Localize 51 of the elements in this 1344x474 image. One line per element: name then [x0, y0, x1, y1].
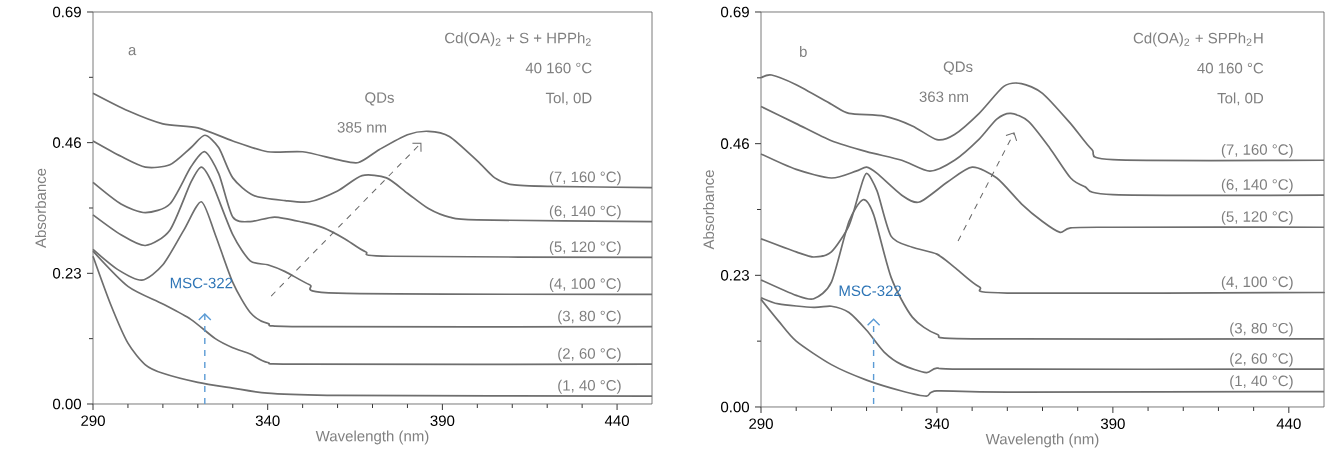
y-tick-label: 0.69: [53, 6, 81, 18]
annotation: Cd(OA)$_{2}$ + S + HPPh$_{2}$: [445, 32, 591, 47]
text: b: [800, 46, 807, 58]
x-tick-label: 340: [924, 418, 949, 430]
annotation: Cd(OA)$_{2}$ + SPPh$_{2}$H: [1133, 32, 1263, 47]
x-tick-label: 390: [1100, 418, 1125, 430]
y-tick-label: 0.69: [721, 6, 749, 18]
x-tick-label: 440: [1276, 418, 1301, 430]
series-label: (3, 80 °C): [1230, 322, 1293, 337]
annotation: 40 160 °C: [525, 62, 592, 74]
y-axis-title: Absorbance: [703, 170, 715, 250]
series-label: (2, 60 °C): [1230, 352, 1293, 367]
series-label: (2, 60 °C): [558, 347, 621, 362]
x-axis-title: Wavelength (nm): [315, 430, 429, 445]
line-series: [92, 255, 653, 397]
series-label: (4, 100 °C): [1221, 276, 1293, 291]
y-tick-label: 0.00: [721, 401, 750, 413]
series-label: (1, 40 °C): [1230, 375, 1293, 390]
series-label: (5, 120 °C): [549, 241, 621, 256]
x-tick-label: 390: [430, 415, 455, 427]
line-series: [92, 92, 653, 189]
series-label: (7, 160 °C): [1221, 143, 1293, 158]
series-label: (4, 100 °C): [549, 277, 621, 292]
x-tick-label: 290: [81, 415, 105, 427]
y-tick-label: 0.23: [721, 270, 749, 281]
series-label: (7, 160 °C): [549, 171, 621, 186]
series-label: (6, 140 °C): [549, 205, 621, 220]
y-tick-label: 0.46: [721, 138, 749, 149]
series-label: (3, 80 °C): [558, 310, 621, 325]
y-tick-label: 0.46: [53, 137, 81, 148]
annotation: Tol, 0D: [545, 92, 592, 106]
annotation: MSC-322: [170, 277, 233, 289]
y-axis-title: Absorbance: [35, 168, 47, 248]
x-tick-label: 290: [749, 418, 773, 430]
x-tick-label: 440: [604, 415, 629, 427]
line-series: [760, 105, 1325, 197]
series-label: (1, 40 °C): [558, 379, 621, 394]
text: a: [128, 47, 137, 56]
x-axis-title: Wavelength (nm): [985, 433, 1099, 448]
annotation: 363 nm: [919, 91, 968, 103]
y-tick-label: 0.00: [53, 398, 82, 410]
annotation: QDs: [365, 92, 394, 106]
annotation: Tol, 0D: [1217, 92, 1264, 106]
series-label: (5, 120 °C): [1221, 210, 1293, 225]
x-tick-label: 340: [255, 415, 280, 427]
series-label: (6, 140 °C): [1221, 178, 1293, 193]
y-tick-label: 0.23: [53, 268, 81, 279]
annotation: 40 160 °C: [1197, 62, 1264, 74]
line-series: [760, 74, 1325, 162]
annotation: 385 nm: [337, 122, 387, 133]
annotation: QDs: [943, 61, 973, 75]
